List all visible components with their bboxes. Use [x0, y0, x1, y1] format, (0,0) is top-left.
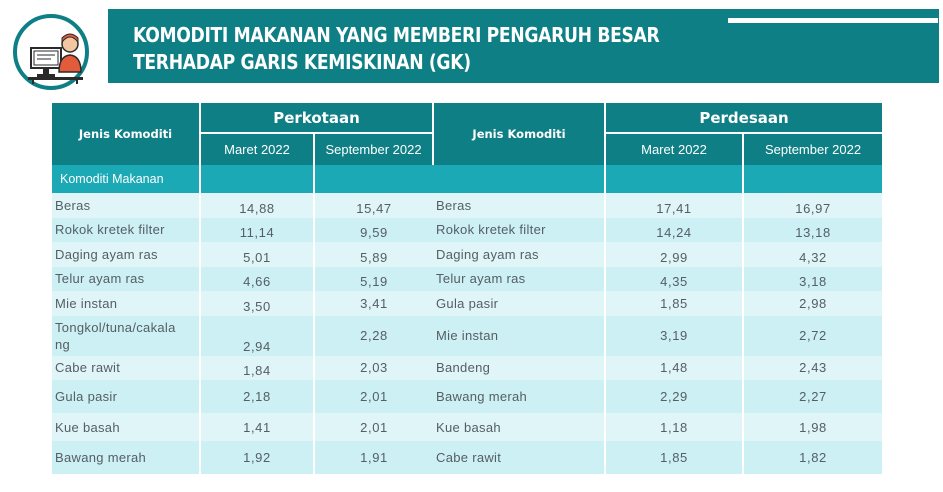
- table-row: Daging ayam ras 5,01 5,89 Daging ayam ra…: [52, 242, 883, 267]
- section-row: Komoditi Makanan: [52, 165, 883, 193]
- urban-september-value: 2,03: [312, 355, 434, 380]
- rural-september-value: 2,43: [742, 355, 883, 380]
- rural-september-value: 13,18: [742, 217, 883, 242]
- table-row: Telur ayam ras 4,66 5,19 Telur ayam ras …: [52, 266, 883, 291]
- rural-march-value: 4,35: [604, 266, 744, 291]
- rural-commodity: Rokok kretek filter: [433, 217, 606, 242]
- section-cell: [742, 165, 883, 193]
- urban-commodity: Kue basah: [52, 413, 200, 441]
- urban-commodity: Daging ayam ras: [52, 242, 200, 267]
- rural-march-value: 2,29: [604, 380, 744, 413]
- table-row: Cabe rawit 1,84 2,03 Bandeng 1,48 2,43: [52, 355, 883, 380]
- table-row: Kue basah 1,41 2,01 Kue basah 1,18 1,98: [52, 413, 883, 441]
- table-row: Gula pasir 2,18 2,01 Bawang merah 2,29 2…: [52, 380, 883, 413]
- rural-march-value: 1,18: [604, 413, 744, 441]
- rural-commodity: Bandeng: [433, 355, 606, 380]
- rural-september-value: 1,98: [742, 413, 883, 441]
- section-label: Komoditi Makanan: [52, 165, 200, 193]
- urban-commodity: Gula pasir: [52, 380, 200, 413]
- rural-march-value: 1,85: [604, 441, 744, 474]
- rural-commodity: Bawang merah: [433, 380, 606, 413]
- urban-september-value: 9,59: [312, 217, 434, 242]
- rural-september-value: 16,97: [742, 193, 883, 218]
- page-title: KOMODITI MAKANAN YANG MEMBERI PENGARUH B…: [133, 23, 660, 74]
- header-urban-march: Maret 2022: [199, 133, 314, 165]
- urban-march-value: 2,94: [199, 315, 314, 356]
- urban-march-value: 1,92: [199, 441, 314, 474]
- rural-september-value: 2,72: [742, 315, 883, 356]
- rural-march-value: 17,41: [604, 193, 744, 218]
- urban-march-value: 11,14: [199, 217, 314, 242]
- table-row: Tongkol/tuna/cakala ng 2,94 2,28 Mie ins…: [52, 315, 883, 356]
- rural-september-value: 3,18: [742, 266, 883, 291]
- rural-commodity: Mie instan: [433, 315, 606, 356]
- urban-september-value: 5,89: [312, 242, 434, 267]
- header-commodity-urban: Jenis Komoditi: [52, 103, 200, 165]
- urban-commodity: Rokok kretek filter: [52, 217, 200, 242]
- header-rural-september: September 2022: [742, 133, 883, 165]
- urban-commodity: Bawang merah: [52, 441, 200, 474]
- rural-march-value: 1,48: [604, 355, 744, 380]
- rural-march-value: 14,24: [604, 217, 744, 242]
- rural-march-value: 1,85: [604, 291, 744, 316]
- urban-march-value: 14,88: [199, 193, 314, 218]
- urban-september-value: 2,28: [312, 315, 434, 356]
- rural-september-value: 2,27: [742, 380, 883, 413]
- urban-september-value: 15,47: [312, 193, 434, 218]
- urban-commodity: Cabe rawit: [52, 355, 200, 380]
- section-cell: [312, 165, 434, 193]
- rural-commodity: Gula pasir: [433, 291, 606, 316]
- logo-badge: [13, 14, 89, 90]
- rural-march-value: 3,19: [604, 315, 744, 356]
- commodity-table: Jenis Komoditi Perkotaan Jenis Komoditi …: [52, 103, 883, 474]
- rural-commodity: Telur ayam ras: [433, 266, 606, 291]
- urban-march-value: 4,66: [199, 266, 314, 291]
- urban-march-value: 3,50: [199, 291, 314, 316]
- urban-september-value: 2,01: [312, 413, 434, 441]
- header-urban-september: September 2022: [312, 133, 434, 165]
- rural-commodity: Cabe rawit: [433, 441, 606, 474]
- section-cell: [199, 165, 314, 193]
- urban-commodity: Tongkol/tuna/cakala ng: [52, 315, 200, 356]
- header-group-rural: Perdesaan: [604, 103, 883, 134]
- urban-march-value: 1,84: [199, 355, 314, 380]
- header-commodity-rural: Jenis Komoditi: [432, 103, 606, 165]
- urban-march-value: 5,01: [199, 242, 314, 267]
- header-rural-march: Maret 2022: [604, 133, 744, 165]
- rural-march-value: 2,99: [604, 242, 744, 267]
- rural-september-value: 4,32: [742, 242, 883, 267]
- rural-commodity: Beras: [433, 193, 606, 218]
- table-row: Mie instan 3,50 3,41 Gula pasir 1,85 2,9…: [52, 291, 883, 316]
- decorative-stripe: [728, 18, 938, 23]
- rural-commodity: Kue basah: [433, 413, 606, 441]
- urban-september-value: 1,91: [312, 441, 434, 474]
- person-at-computer-icon: [28, 33, 83, 84]
- table-row: Bawang merah 1,92 1,91 Cabe rawit 1,85 1…: [52, 441, 883, 474]
- section-cell: [433, 165, 606, 193]
- urban-march-value: 2,18: [199, 380, 314, 413]
- urban-september-value: 2,01: [312, 380, 434, 413]
- urban-march-value: 1,41: [199, 413, 314, 441]
- urban-commodity: Mie instan: [52, 291, 200, 316]
- table-row: Beras 14,88 15,47 Beras 17,41 16,97: [52, 193, 883, 218]
- section-cell: [604, 165, 744, 193]
- table-row: Rokok kretek filter 11,14 9,59 Rokok kre…: [52, 217, 883, 242]
- rural-september-value: 2,98: [742, 291, 883, 316]
- urban-commodity: Beras: [52, 193, 200, 218]
- urban-commodity: Telur ayam ras: [52, 266, 200, 291]
- urban-september-value: 3,41: [312, 291, 434, 316]
- rural-commodity: Daging ayam ras: [433, 242, 606, 267]
- urban-september-value: 5,19: [312, 266, 434, 291]
- rural-september-value: 1,82: [742, 441, 883, 474]
- header-group-urban: Perkotaan: [198, 103, 434, 134]
